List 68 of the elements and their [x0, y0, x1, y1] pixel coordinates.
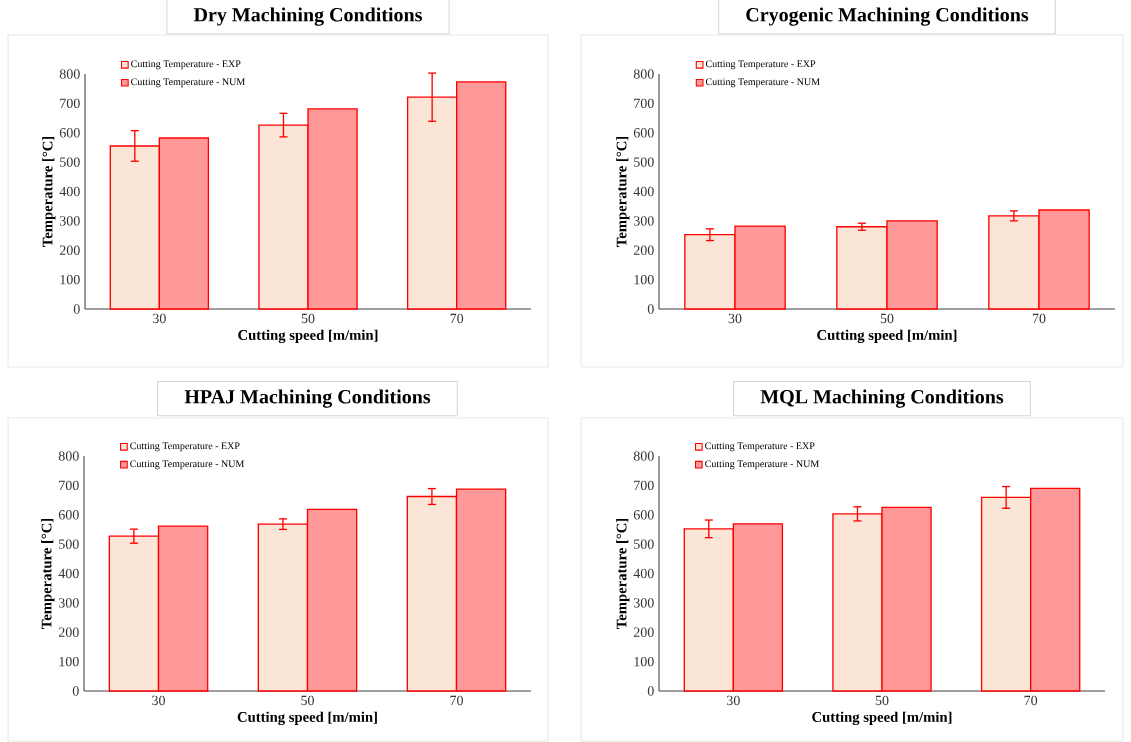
y-tick-label: 200	[633, 245, 654, 255]
x-tick-label: 50	[875, 695, 889, 706]
x-tick-label: 70	[1024, 695, 1038, 706]
chart-title: Dry Machining Conditions	[193, 7, 422, 26]
x-axis-title: Cutting speed [m/min]	[237, 711, 377, 726]
legend-label: Cutting Temperature - EXP	[705, 442, 815, 452]
x-axis-title: Cutting speed [m/min]	[812, 711, 952, 726]
x-tick-label: 50	[301, 695, 314, 706]
y-tick-label: 100	[60, 274, 80, 285]
chart-title: HPAJ Machining Conditions	[184, 389, 431, 408]
y-tick-label: 200	[633, 627, 654, 637]
y-tick-label: 100	[634, 656, 654, 667]
x-tick-label: 30	[728, 313, 742, 324]
x-axis-title: Cutting speed [m/min]	[817, 329, 957, 344]
x-tick-label: 30	[153, 313, 166, 324]
y-tick-label: 500	[634, 539, 654, 549]
x-tick-label: 50	[301, 313, 315, 324]
legend-label: Cutting Temperature - NUM	[705, 460, 819, 470]
x-tick-label: 30	[152, 695, 165, 706]
x-tick-label: 70	[450, 695, 463, 706]
legend-label: Cutting Temperature - EXP	[131, 60, 241, 70]
y-tick-label: 0	[647, 304, 654, 314]
y-tick-label: 600	[59, 128, 80, 138]
chart-title: MQL Machining Conditions	[760, 389, 1004, 408]
x-tick-label: 50	[880, 313, 894, 324]
y-tick-label: 700	[634, 480, 654, 491]
y-tick-label: 300	[59, 216, 80, 226]
y-tick-label: 500	[59, 539, 79, 549]
y-tick-label: 600	[58, 510, 79, 520]
x-tick-label: 70	[450, 313, 464, 324]
y-tick-label: 800	[59, 69, 80, 79]
y-tick-label: 600	[633, 510, 654, 520]
y-tick-label: 0	[647, 686, 654, 696]
y-tick-label: 700	[634, 98, 654, 109]
x-tick-label: 70	[1032, 313, 1046, 324]
y-tick-label: 400	[59, 186, 80, 197]
y-tick-label: 700	[59, 480, 79, 491]
y-axis-title: Temperature [°C]	[42, 136, 56, 247]
y-tick-label: 0	[72, 686, 79, 696]
y-tick-label: 400	[633, 568, 654, 579]
y-tick-label: 600	[633, 128, 654, 138]
y-tick-label: 300	[633, 216, 654, 226]
legend-label: Cutting Temperature - NUM	[705, 78, 820, 88]
y-tick-label: 500	[634, 157, 654, 167]
y-tick-label: 300	[633, 598, 654, 608]
y-tick-label: 400	[633, 186, 654, 197]
y-axis-title: Temperature [°C]	[616, 518, 630, 629]
y-tick-label: 800	[633, 451, 654, 461]
y-axis-title: Temperature [°C]	[41, 518, 55, 629]
y-tick-label: 200	[58, 627, 79, 637]
legend-label: Cutting Temperature - NUM	[130, 460, 245, 470]
y-axis-title: Temperature [°C]	[616, 136, 630, 247]
y-tick-label: 400	[58, 568, 79, 579]
y-tick-label: 700	[60, 98, 80, 109]
y-tick-label: 300	[58, 598, 79, 608]
chart-title: Cryogenic Machining Conditions	[746, 7, 1029, 26]
x-axis-title: Cutting speed [m/min]	[238, 329, 378, 344]
x-tick-label: 30	[727, 695, 740, 706]
y-tick-label: 100	[634, 274, 654, 285]
y-tick-label: 0	[73, 304, 80, 314]
y-tick-label: 500	[60, 157, 80, 167]
y-tick-label: 100	[59, 656, 79, 667]
y-tick-label: 800	[58, 451, 79, 461]
y-tick-label: 200	[59, 245, 80, 255]
legend-label: Cutting Temperature - EXP	[130, 442, 240, 452]
legend-label: Cutting Temperature - NUM	[131, 78, 245, 88]
legend-label: Cutting Temperature - EXP	[705, 60, 816, 70]
y-tick-label: 800	[633, 69, 654, 79]
